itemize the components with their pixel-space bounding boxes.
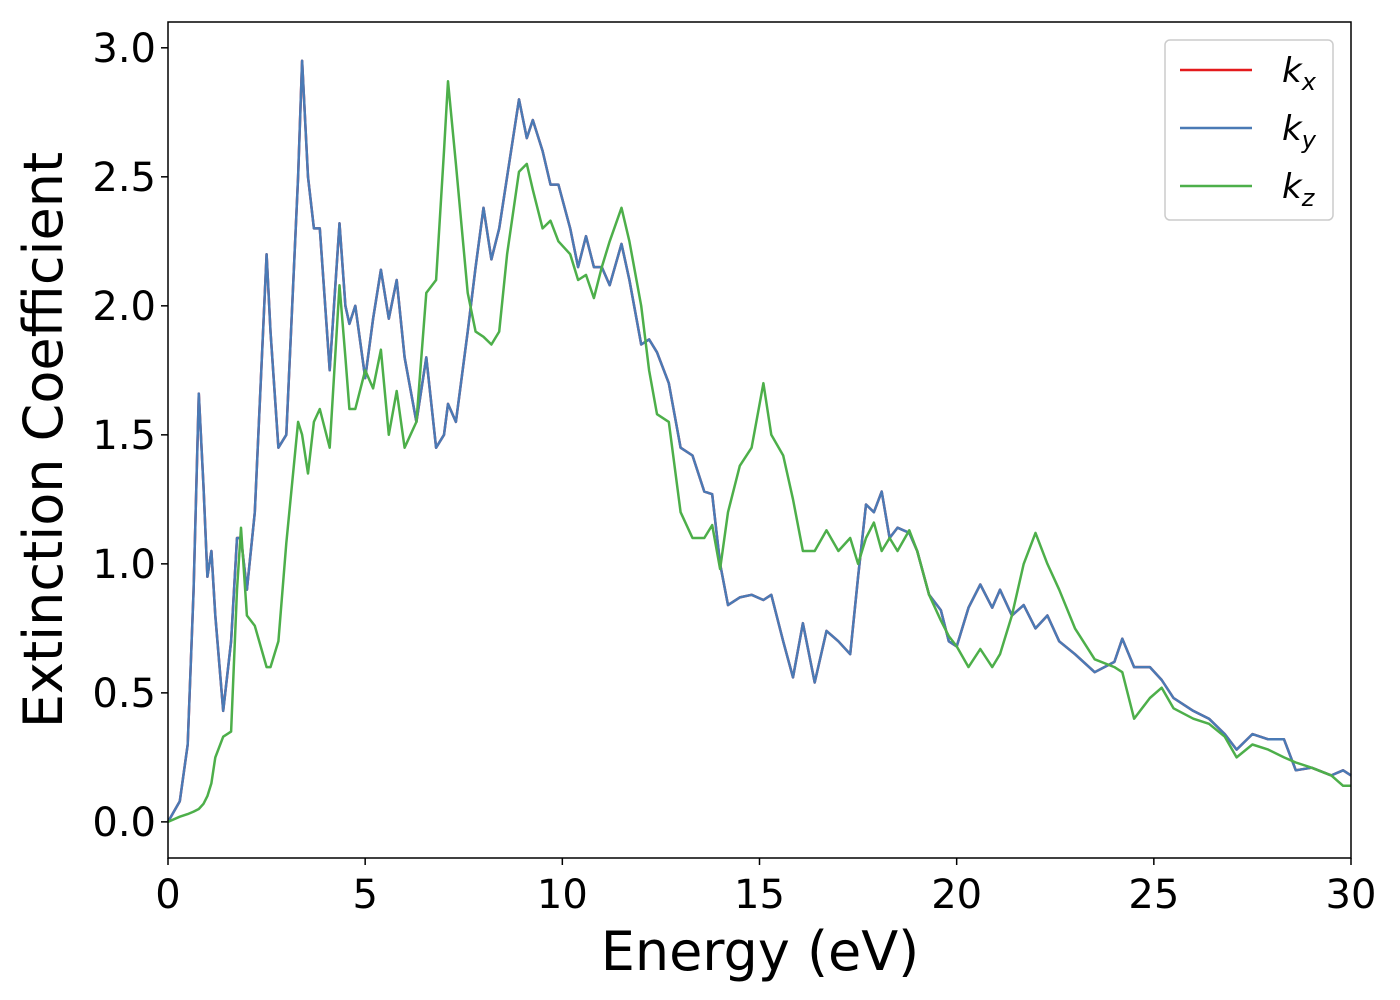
x-tick-label: 10 (537, 872, 588, 918)
legend-box (1164, 39, 1334, 221)
y-tick-label: 2.5 (92, 155, 156, 201)
legend-label-sub: y (1301, 126, 1317, 154)
y-tick-label: 1.5 (92, 413, 156, 459)
x-tick-label: 15 (734, 872, 785, 918)
x-tick-label: 0 (155, 872, 180, 918)
legend-label-main: k (1282, 51, 1303, 91)
y-axis-label: Extinction Coefficient (12, 152, 75, 728)
y-tick-label: 0.5 (92, 671, 156, 717)
legend-label: kx (1282, 51, 1317, 96)
legend-label-main: k (1282, 109, 1303, 149)
x-axis-label: Energy (eV) (601, 920, 920, 983)
y-tick-label: 2.0 (92, 284, 156, 330)
y-tick-label: 0.0 (92, 800, 156, 846)
x-tick-label: 30 (1326, 872, 1377, 918)
y-tick-label: 1.0 (92, 542, 156, 588)
legend-label-sub: x (1301, 68, 1317, 96)
x-tick-label: 5 (352, 872, 377, 918)
legend-label-main: k (1282, 167, 1303, 207)
legend-label: kz (1282, 167, 1316, 212)
legend-label-sub: z (1301, 184, 1316, 212)
plot-frame (167, 21, 1352, 859)
line-series (166, 59, 1352, 823)
line-series (167, 80, 1351, 824)
x-tick-label: 20 (931, 872, 982, 918)
x-tick-label: 25 (1128, 872, 1179, 918)
legend-label: ky (1282, 109, 1317, 154)
y-tick-label: 3.0 (92, 26, 156, 72)
